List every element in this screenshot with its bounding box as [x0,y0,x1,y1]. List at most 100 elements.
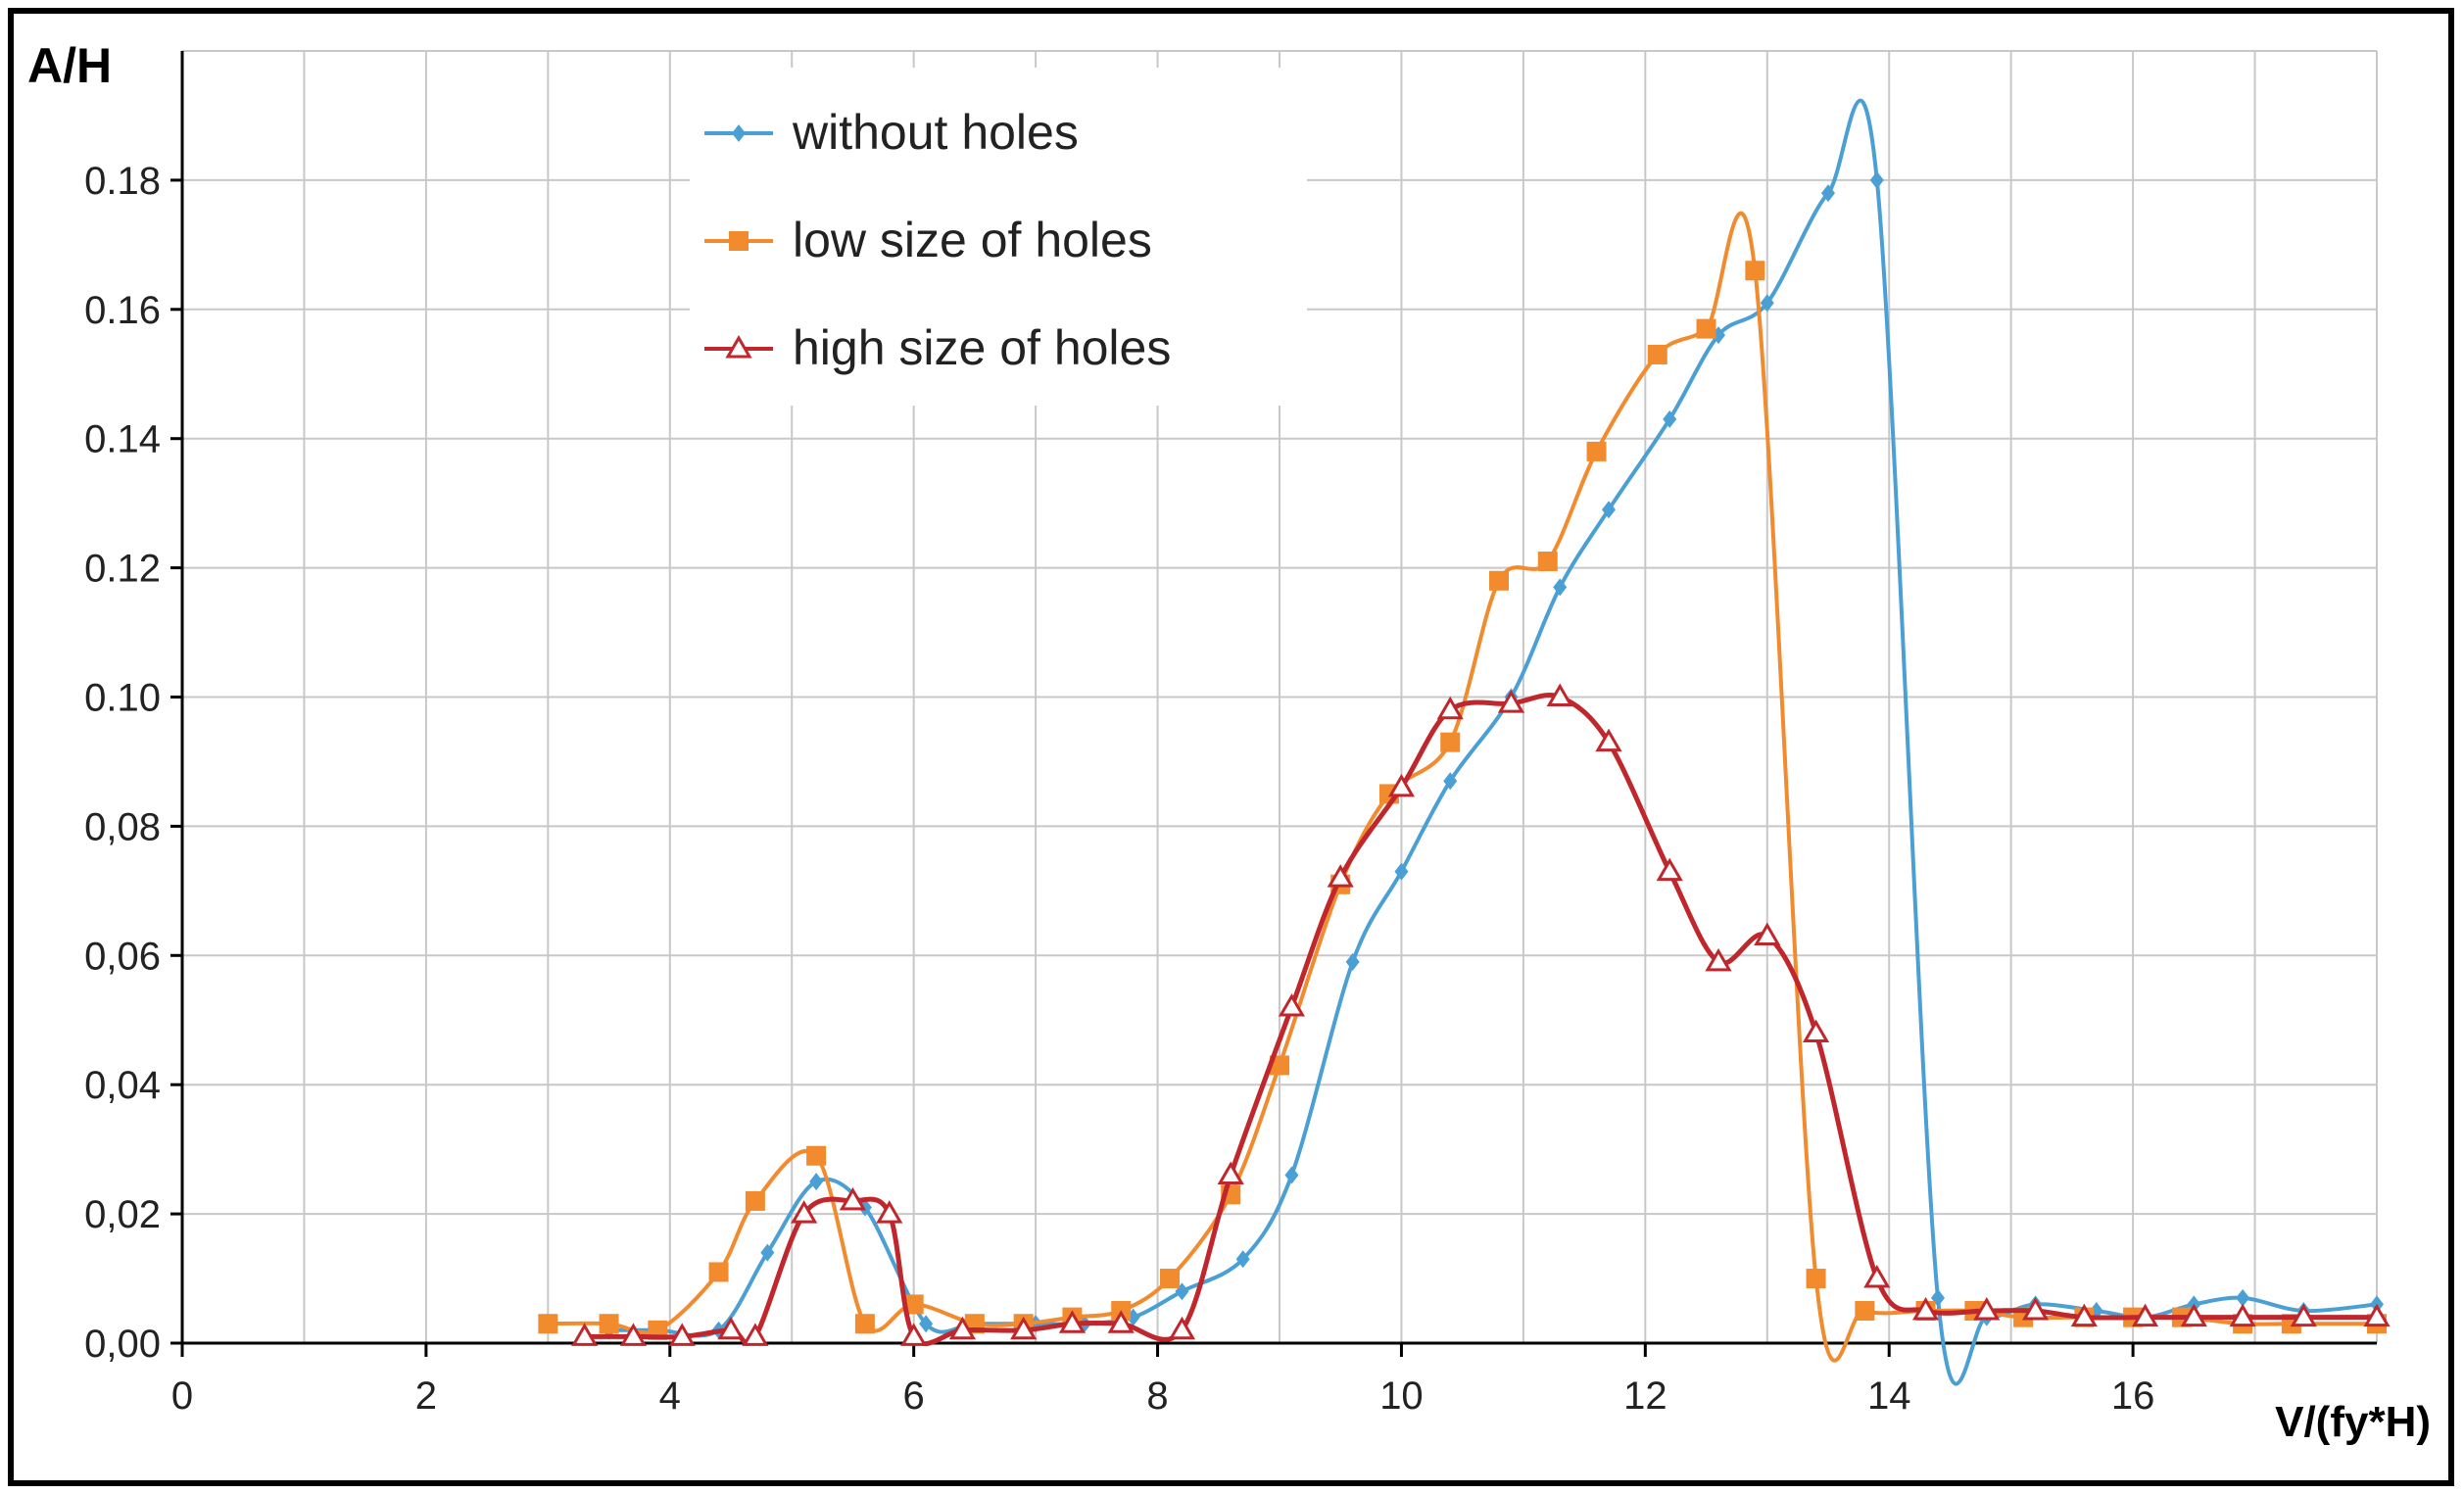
data-point-square [708,1262,729,1282]
data-point-triangle [2021,1297,2050,1321]
x-tick-label: 6 [903,1374,925,1418]
y-tick-label: 0,04 [84,1064,161,1107]
data-point-diamond [1394,862,1409,881]
data-point-diamond [2236,1288,2250,1307]
data-point-triangle [717,1316,745,1340]
x-tick-label: 4 [659,1374,681,1418]
data-point-triangle [2070,1303,2098,1327]
data-point-square [599,1314,619,1334]
data-point-diamond [919,1315,934,1333]
data-point-diamond [809,1173,824,1191]
y-tick-label: 0,00 [84,1323,161,1366]
series-line [584,693,2377,1346]
y-tick-label: 0.18 [84,160,161,203]
data-point-square [1696,318,1716,339]
data-point-diamond [1235,1250,1250,1269]
legend-label: high size of holes [793,320,1171,375]
data-point-square [1855,1301,1875,1322]
data-point-triangle [1058,1310,1087,1333]
data-point-triangle [619,1323,648,1346]
data-point-triangle [2229,1303,2256,1327]
y-tick-label: 0.10 [84,677,161,720]
data-point-triangle [1278,993,1306,1017]
data-point-triangle [876,1200,903,1224]
legend-marker-diamond [732,124,746,142]
data-point-triangle [1387,773,1416,797]
x-axis-label: V/(fy*H) [2275,1398,2431,1446]
data-point-diamond [1821,184,1835,203]
data-point-square [745,1190,765,1211]
data-point-square [1745,261,1765,281]
data-point-diamond [1345,952,1360,971]
data-point-triangle [2363,1303,2391,1327]
data-point-diamond [1869,170,1884,189]
data-point-square [538,1314,558,1334]
x-tick-label: 8 [1146,1374,1168,1418]
data-point-triangle [1863,1265,1891,1288]
series-triangle [571,683,2391,1346]
data-point-triangle [1656,857,1683,882]
y-axis-label: A/H [27,38,112,93]
x-tick-label: 10 [1379,1374,1424,1418]
legend: without holes low size of holes high size … [690,68,1307,406]
line-chart: 0 2 4 6 8 10 12 14 16 0,00 0,02 0,04 0,06 0,08 0.10 0.1… [27,38,2431,1446]
data-point-diamond [1553,578,1568,597]
y-tick-label: 0.12 [84,548,161,591]
data-point-square [903,1294,924,1315]
data-point-triangle [839,1186,867,1211]
data-point-triangle [1107,1310,1135,1333]
data-point-triangle [1168,1316,1196,1340]
x-tick-label: 12 [1623,1374,1667,1418]
data-point-triangle [2290,1303,2317,1327]
data-point-triangle [1436,696,1464,720]
axes: 0 2 4 6 8 10 12 14 16 0,00 0,02 0,04 0,06 0,08 0.10 0.1… [84,51,2377,1418]
data-point-triangle [1217,1161,1244,1185]
legend-label: low size of holes [793,213,1152,267]
data-point-diamond [1284,1166,1299,1184]
legend-marker-triangle [725,335,752,359]
series-layer [538,98,2391,1386]
data-point-diamond [760,1243,775,1262]
data-point-square [1489,570,1509,591]
legend-label: without holes [792,105,1079,160]
data-point-square [1647,344,1667,364]
data-point-triangle [2180,1303,2207,1327]
data-point-diamond [1602,501,1616,519]
data-point-diamond [1663,410,1677,428]
x-tick-label: 16 [2111,1374,2155,1418]
data-point-square [1586,441,1607,461]
data-point-square [1440,732,1461,752]
y-tick-label: 0,06 [84,935,161,978]
data-point-triangle [1973,1297,2001,1321]
data-point-triangle [1327,864,1354,888]
data-point-square [806,1145,827,1166]
data-point-triangle [948,1316,977,1340]
data-point-square [854,1314,875,1334]
y-tick-label: 0,08 [84,805,161,848]
data-point-triangle [742,1323,769,1346]
y-tick-label: 0.16 [84,289,161,332]
data-point-triangle [1911,1297,1940,1321]
x-tick-label: 2 [415,1374,437,1418]
data-point-square [1160,1269,1180,1289]
data-point-square [1537,552,1558,572]
y-tick-label: 0,02 [84,1193,161,1236]
data-point-square [1806,1269,1826,1289]
data-point-triangle [1010,1316,1038,1340]
data-point-triangle [900,1323,928,1346]
data-point-triangle [1546,683,1573,706]
data-point-triangle [668,1323,696,1346]
x-tick-label: 14 [1867,1374,1911,1418]
chart-frame: 0 2 4 6 8 10 12 14 16 0,00 0,02 0,04 0,06 0,08 0.10 0.1… [8,8,2454,1486]
data-point-diamond [1760,294,1774,313]
legend-marker-square [729,231,749,251]
data-point-square [1270,1055,1289,1076]
data-point-triangle [1595,728,1622,752]
data-point-triangle [571,1323,599,1346]
x-tick-label: 0 [171,1374,193,1418]
data-point-triangle [1705,947,1732,972]
legend-background [690,68,1307,406]
data-point-triangle [791,1200,818,1224]
data-point-triangle [2131,1303,2159,1327]
data-point-triangle [1802,1019,1830,1042]
